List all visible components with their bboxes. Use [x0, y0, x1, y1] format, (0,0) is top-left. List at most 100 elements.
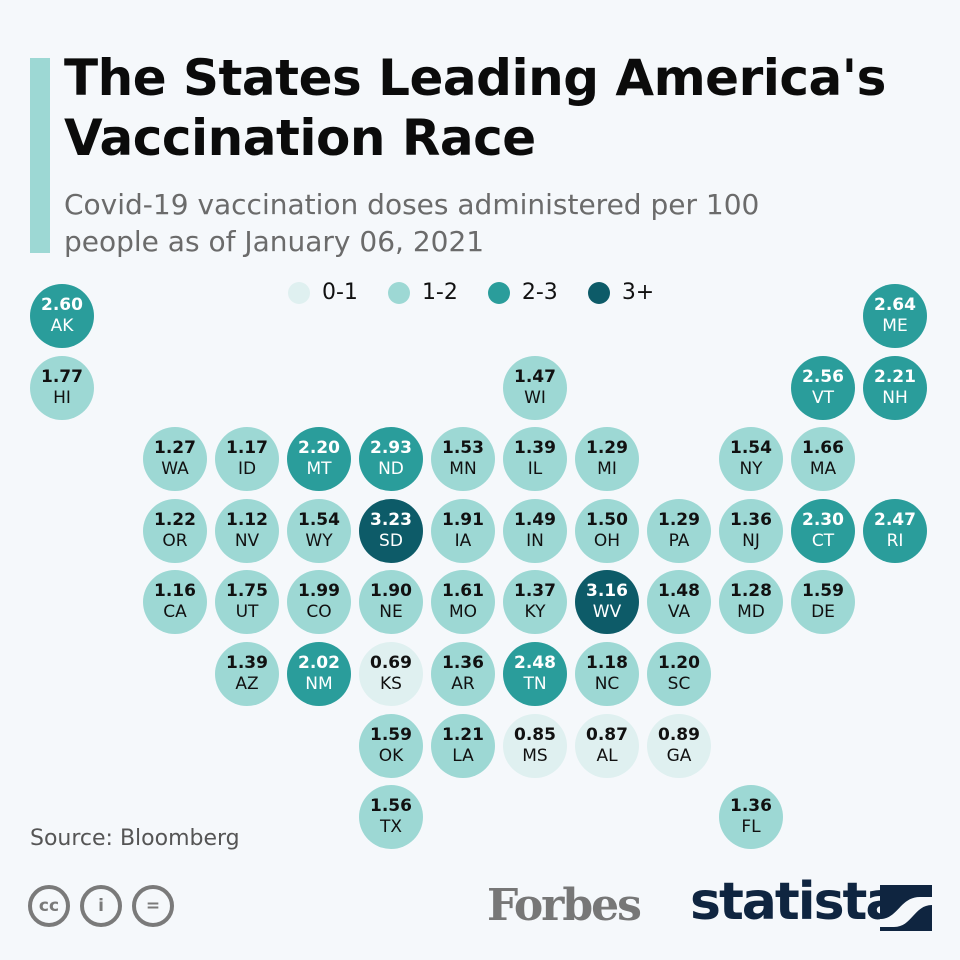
state-code: AL	[596, 745, 618, 766]
state-tile-or: 1.22 OR	[143, 498, 207, 563]
state-value: 1.47	[514, 366, 556, 387]
state-tile-vt: 2.56 VT	[791, 355, 855, 420]
statista-logo-icon	[880, 885, 932, 931]
state-tile-in: 1.49 IN	[503, 498, 567, 563]
state-code: AR	[451, 674, 475, 694]
state-code: VT	[811, 387, 834, 408]
state-tile-il: 1.39 IL	[503, 427, 567, 492]
state-code: NV	[234, 530, 260, 551]
state-code: TX	[379, 817, 403, 838]
state-tile-ak: 2.60 AK	[30, 284, 94, 348]
state-code: UT	[235, 602, 259, 623]
state-tile-ri: 2.47 RI	[863, 498, 927, 563]
legend-label: 1-2	[421, 280, 458, 305]
state-value: 1.29	[586, 438, 628, 459]
state-code: MN	[449, 459, 477, 480]
state-value: 1.17	[226, 438, 268, 459]
state-tile-nh: 2.21 NH	[863, 355, 927, 420]
state-value: 1.36	[442, 653, 484, 673]
state-tile-wy: 1.54 WY	[287, 498, 351, 563]
legend-swatch	[387, 281, 410, 304]
state-code: MD	[737, 602, 765, 623]
state-tile-nm: 2.02 NM	[287, 642, 351, 706]
state-value: 1.59	[802, 581, 844, 602]
state-code: IL	[527, 459, 543, 480]
license-icons: cc i =	[28, 885, 174, 927]
state-code: SC	[667, 674, 691, 694]
state-tile-ca: 1.16 CA	[143, 570, 207, 635]
state-code: IA	[454, 530, 472, 551]
state-value: 1.66	[802, 438, 844, 459]
state-tile-ky: 1.37 KY	[503, 570, 567, 635]
state-tile-wa: 1.27 WA	[143, 427, 207, 492]
legend-label: 3+	[621, 280, 655, 305]
state-value: 1.16	[154, 581, 196, 602]
state-value: 2.30	[802, 509, 844, 530]
state-tile-fl: 1.36 FL	[719, 785, 783, 850]
state-tile-pa: 1.29 PA	[647, 498, 711, 563]
state-code: SD	[379, 530, 403, 551]
state-tile-nd: 2.93 ND	[359, 427, 423, 492]
legend: 0-1 1-2 2-3 3+	[288, 280, 654, 305]
state-value: 2.56	[802, 366, 844, 387]
attribution-icon: i	[80, 885, 122, 927]
state-value: 1.91	[442, 509, 484, 530]
state-code: OK	[378, 745, 404, 766]
state-value: 1.21	[442, 724, 484, 745]
state-code: MI	[597, 459, 617, 480]
state-tile-az: 1.39 AZ	[215, 642, 279, 706]
state-value: 1.50	[586, 509, 628, 530]
state-value: 3.23	[370, 509, 412, 530]
state-code: ME	[882, 316, 908, 336]
state-code: FL	[741, 817, 761, 838]
state-value: 2.93	[370, 438, 412, 459]
state-code: KS	[380, 674, 402, 694]
state-code: OR	[162, 530, 188, 551]
state-value: 0.85	[514, 724, 556, 745]
state-tile-md: 1.28 MD	[719, 570, 783, 635]
legend-item: 3+	[587, 280, 655, 305]
state-code: KY	[524, 602, 546, 623]
state-value: 2.47	[874, 509, 916, 530]
state-code: NJ	[742, 530, 760, 551]
state-code: GA	[666, 745, 692, 766]
state-value: 0.69	[370, 653, 412, 673]
state-tile-tn: 2.48 TN	[503, 642, 567, 706]
state-value: 1.90	[370, 581, 412, 602]
state-tile-ma: 1.66 MA	[791, 427, 855, 492]
state-value: 3.16	[586, 581, 628, 602]
state-value: 2.20	[298, 438, 340, 459]
statista-logo: statista	[690, 872, 900, 932]
state-tile-tx: 1.56 TX	[359, 785, 423, 850]
state-code: AZ	[235, 674, 259, 694]
state-tile-de: 1.59 DE	[791, 570, 855, 635]
state-tile-nc: 1.18 NC	[575, 642, 639, 706]
state-value: 2.21	[874, 366, 916, 387]
state-code: MA	[809, 459, 837, 480]
legend-item: 0-1	[288, 280, 358, 305]
state-tile-sc: 1.20 SC	[647, 642, 711, 706]
state-code: WA	[161, 459, 189, 480]
legend-item: 1-2	[387, 280, 458, 305]
page-title: The States Leading America's Vaccination…	[64, 49, 886, 167]
state-code: TN	[523, 674, 547, 694]
state-tile-ct: 2.30 CT	[791, 498, 855, 563]
state-tile-ar: 1.36 AR	[431, 642, 495, 706]
state-code: PA	[668, 530, 690, 551]
state-value: 1.28	[730, 581, 772, 602]
state-code: NE	[379, 602, 403, 623]
state-value: 1.61	[442, 581, 484, 602]
forbes-logo: Forbes	[487, 880, 642, 931]
state-value: 2.48	[514, 653, 556, 673]
legend-swatch	[487, 281, 510, 304]
state-code: OH	[593, 530, 621, 551]
state-code: WV	[592, 602, 622, 623]
state-code: VA	[667, 602, 691, 623]
legend-label: 2-3	[521, 280, 558, 305]
state-tile-me: 2.64 ME	[863, 284, 927, 348]
state-code: CO	[306, 602, 332, 623]
state-value: 1.22	[154, 509, 196, 530]
state-tile-ks: 0.69 KS	[359, 642, 423, 706]
state-tile-ga: 0.89 GA	[647, 713, 711, 778]
state-tile-hi: 1.77 HI	[30, 355, 94, 420]
